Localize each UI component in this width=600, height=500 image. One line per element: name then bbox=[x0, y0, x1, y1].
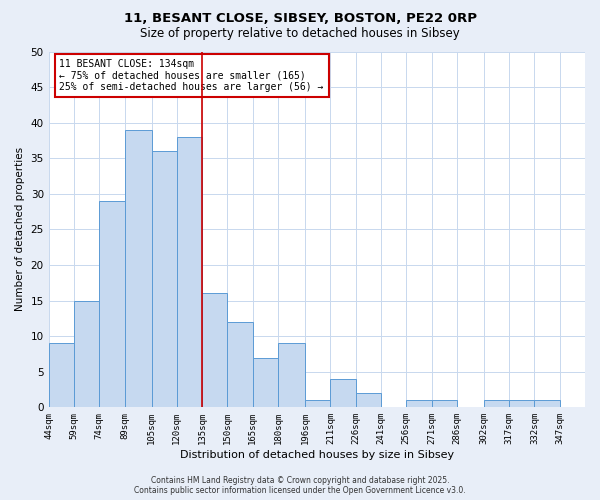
Bar bbox=[152, 151, 177, 407]
Bar bbox=[227, 322, 253, 408]
Bar bbox=[509, 400, 535, 407]
Bar bbox=[484, 400, 509, 407]
X-axis label: Distribution of detached houses by size in Sibsey: Distribution of detached houses by size … bbox=[180, 450, 454, 460]
Bar bbox=[305, 400, 331, 407]
Text: 11 BESANT CLOSE: 134sqm
← 75% of detached houses are smaller (165)
25% of semi-d: 11 BESANT CLOSE: 134sqm ← 75% of detache… bbox=[59, 58, 324, 92]
Bar bbox=[202, 294, 227, 408]
Bar bbox=[49, 344, 74, 407]
Bar bbox=[356, 393, 381, 407]
Bar bbox=[431, 400, 457, 407]
Bar bbox=[253, 358, 278, 408]
Bar bbox=[406, 400, 431, 407]
Bar bbox=[99, 201, 125, 408]
Bar bbox=[177, 137, 202, 407]
Text: Size of property relative to detached houses in Sibsey: Size of property relative to detached ho… bbox=[140, 28, 460, 40]
Bar bbox=[125, 130, 152, 407]
Y-axis label: Number of detached properties: Number of detached properties bbox=[15, 148, 25, 312]
Bar bbox=[535, 400, 560, 407]
Bar bbox=[331, 379, 356, 408]
Text: Contains HM Land Registry data © Crown copyright and database right 2025.
Contai: Contains HM Land Registry data © Crown c… bbox=[134, 476, 466, 495]
Text: 11, BESANT CLOSE, SIBSEY, BOSTON, PE22 0RP: 11, BESANT CLOSE, SIBSEY, BOSTON, PE22 0… bbox=[124, 12, 476, 26]
Bar bbox=[278, 344, 305, 407]
Bar bbox=[74, 300, 99, 408]
